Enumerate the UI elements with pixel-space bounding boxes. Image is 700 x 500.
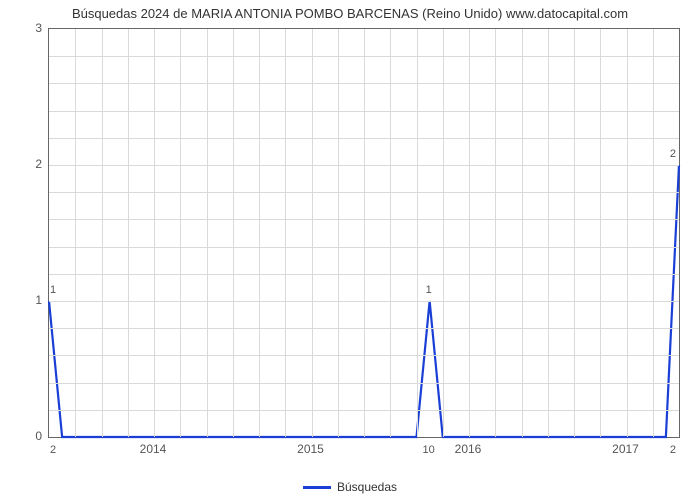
gridline-v <box>233 29 234 437</box>
value-label: 1 <box>50 284 56 296</box>
value-label: 2 <box>670 444 676 456</box>
gridline-v <box>75 29 76 437</box>
value-label: 1 <box>426 284 432 296</box>
gridline-v <box>469 29 470 437</box>
plot-area <box>48 28 680 438</box>
value-label: 2 <box>50 444 56 456</box>
y-tick-label: 1 <box>12 293 42 307</box>
gridline-v <box>600 29 601 437</box>
gridline-v <box>653 29 654 437</box>
gridline-v <box>285 29 286 437</box>
gridline-v <box>522 29 523 437</box>
gridline-v <box>259 29 260 437</box>
gridline-v <box>180 29 181 437</box>
y-tick-label: 2 <box>12 157 42 171</box>
chart-title: Búsquedas 2024 de MARIA ANTONIA POMBO BA… <box>0 6 700 21</box>
gridline-v <box>443 29 444 437</box>
gridline-v <box>312 29 313 437</box>
gridline-v <box>364 29 365 437</box>
gridline-v <box>548 29 549 437</box>
gridline-v <box>390 29 391 437</box>
gridline-v <box>574 29 575 437</box>
y-tick-label: 3 <box>12 21 42 35</box>
legend-label: Búsquedas <box>337 480 397 494</box>
x-tick-label: 2017 <box>612 442 639 456</box>
y-tick-label: 0 <box>12 429 42 443</box>
chart-container: Búsquedas 2024 de MARIA ANTONIA POMBO BA… <box>0 0 700 500</box>
value-label: 10 <box>423 444 435 456</box>
x-tick-label: 2015 <box>297 442 324 456</box>
gridline-v <box>417 29 418 437</box>
legend-swatch <box>303 486 331 489</box>
x-tick-label: 2016 <box>455 442 482 456</box>
gridline-v <box>102 29 103 437</box>
gridline-v <box>128 29 129 437</box>
x-tick-label: 2014 <box>140 442 167 456</box>
gridline-v <box>338 29 339 437</box>
gridline-v <box>154 29 155 437</box>
gridline-v <box>495 29 496 437</box>
legend: Búsquedas <box>0 480 700 494</box>
value-label: 2 <box>670 148 676 160</box>
gridline-v <box>207 29 208 437</box>
gridline-v <box>627 29 628 437</box>
